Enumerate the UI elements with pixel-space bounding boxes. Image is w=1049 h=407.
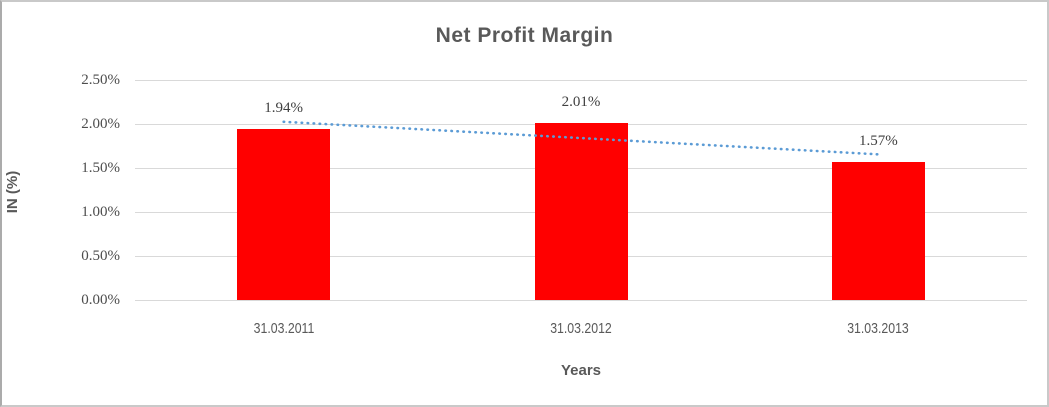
x-category-label: 31.03.2011 xyxy=(253,320,314,337)
y-tick-label: 0.00% xyxy=(81,292,120,308)
x-axis-title: Years xyxy=(560,362,602,379)
bar xyxy=(831,161,925,300)
y-tick-label: 1.00% xyxy=(81,204,120,220)
y-tick-label: 2.00% xyxy=(81,116,120,132)
y-tick-label: 2.50% xyxy=(81,72,120,88)
gridline xyxy=(135,300,1027,301)
bar-data-label: 2.01% xyxy=(561,94,601,111)
x-category-label: 31.03.2012 xyxy=(550,320,612,337)
bar xyxy=(534,123,628,300)
x-category-label: 31.03.2013 xyxy=(847,320,910,337)
y-axis-title: IN (%) xyxy=(4,170,21,214)
bar-data-label: 1.94% xyxy=(264,100,304,117)
chart-title: Net Profit Margin xyxy=(435,24,614,47)
gridline xyxy=(135,80,1027,81)
bar xyxy=(237,129,331,300)
y-tick-label: 1.50% xyxy=(81,160,120,176)
y-tick-label: 0.50% xyxy=(81,248,120,264)
bar-data-label: 1.57% xyxy=(858,132,898,149)
